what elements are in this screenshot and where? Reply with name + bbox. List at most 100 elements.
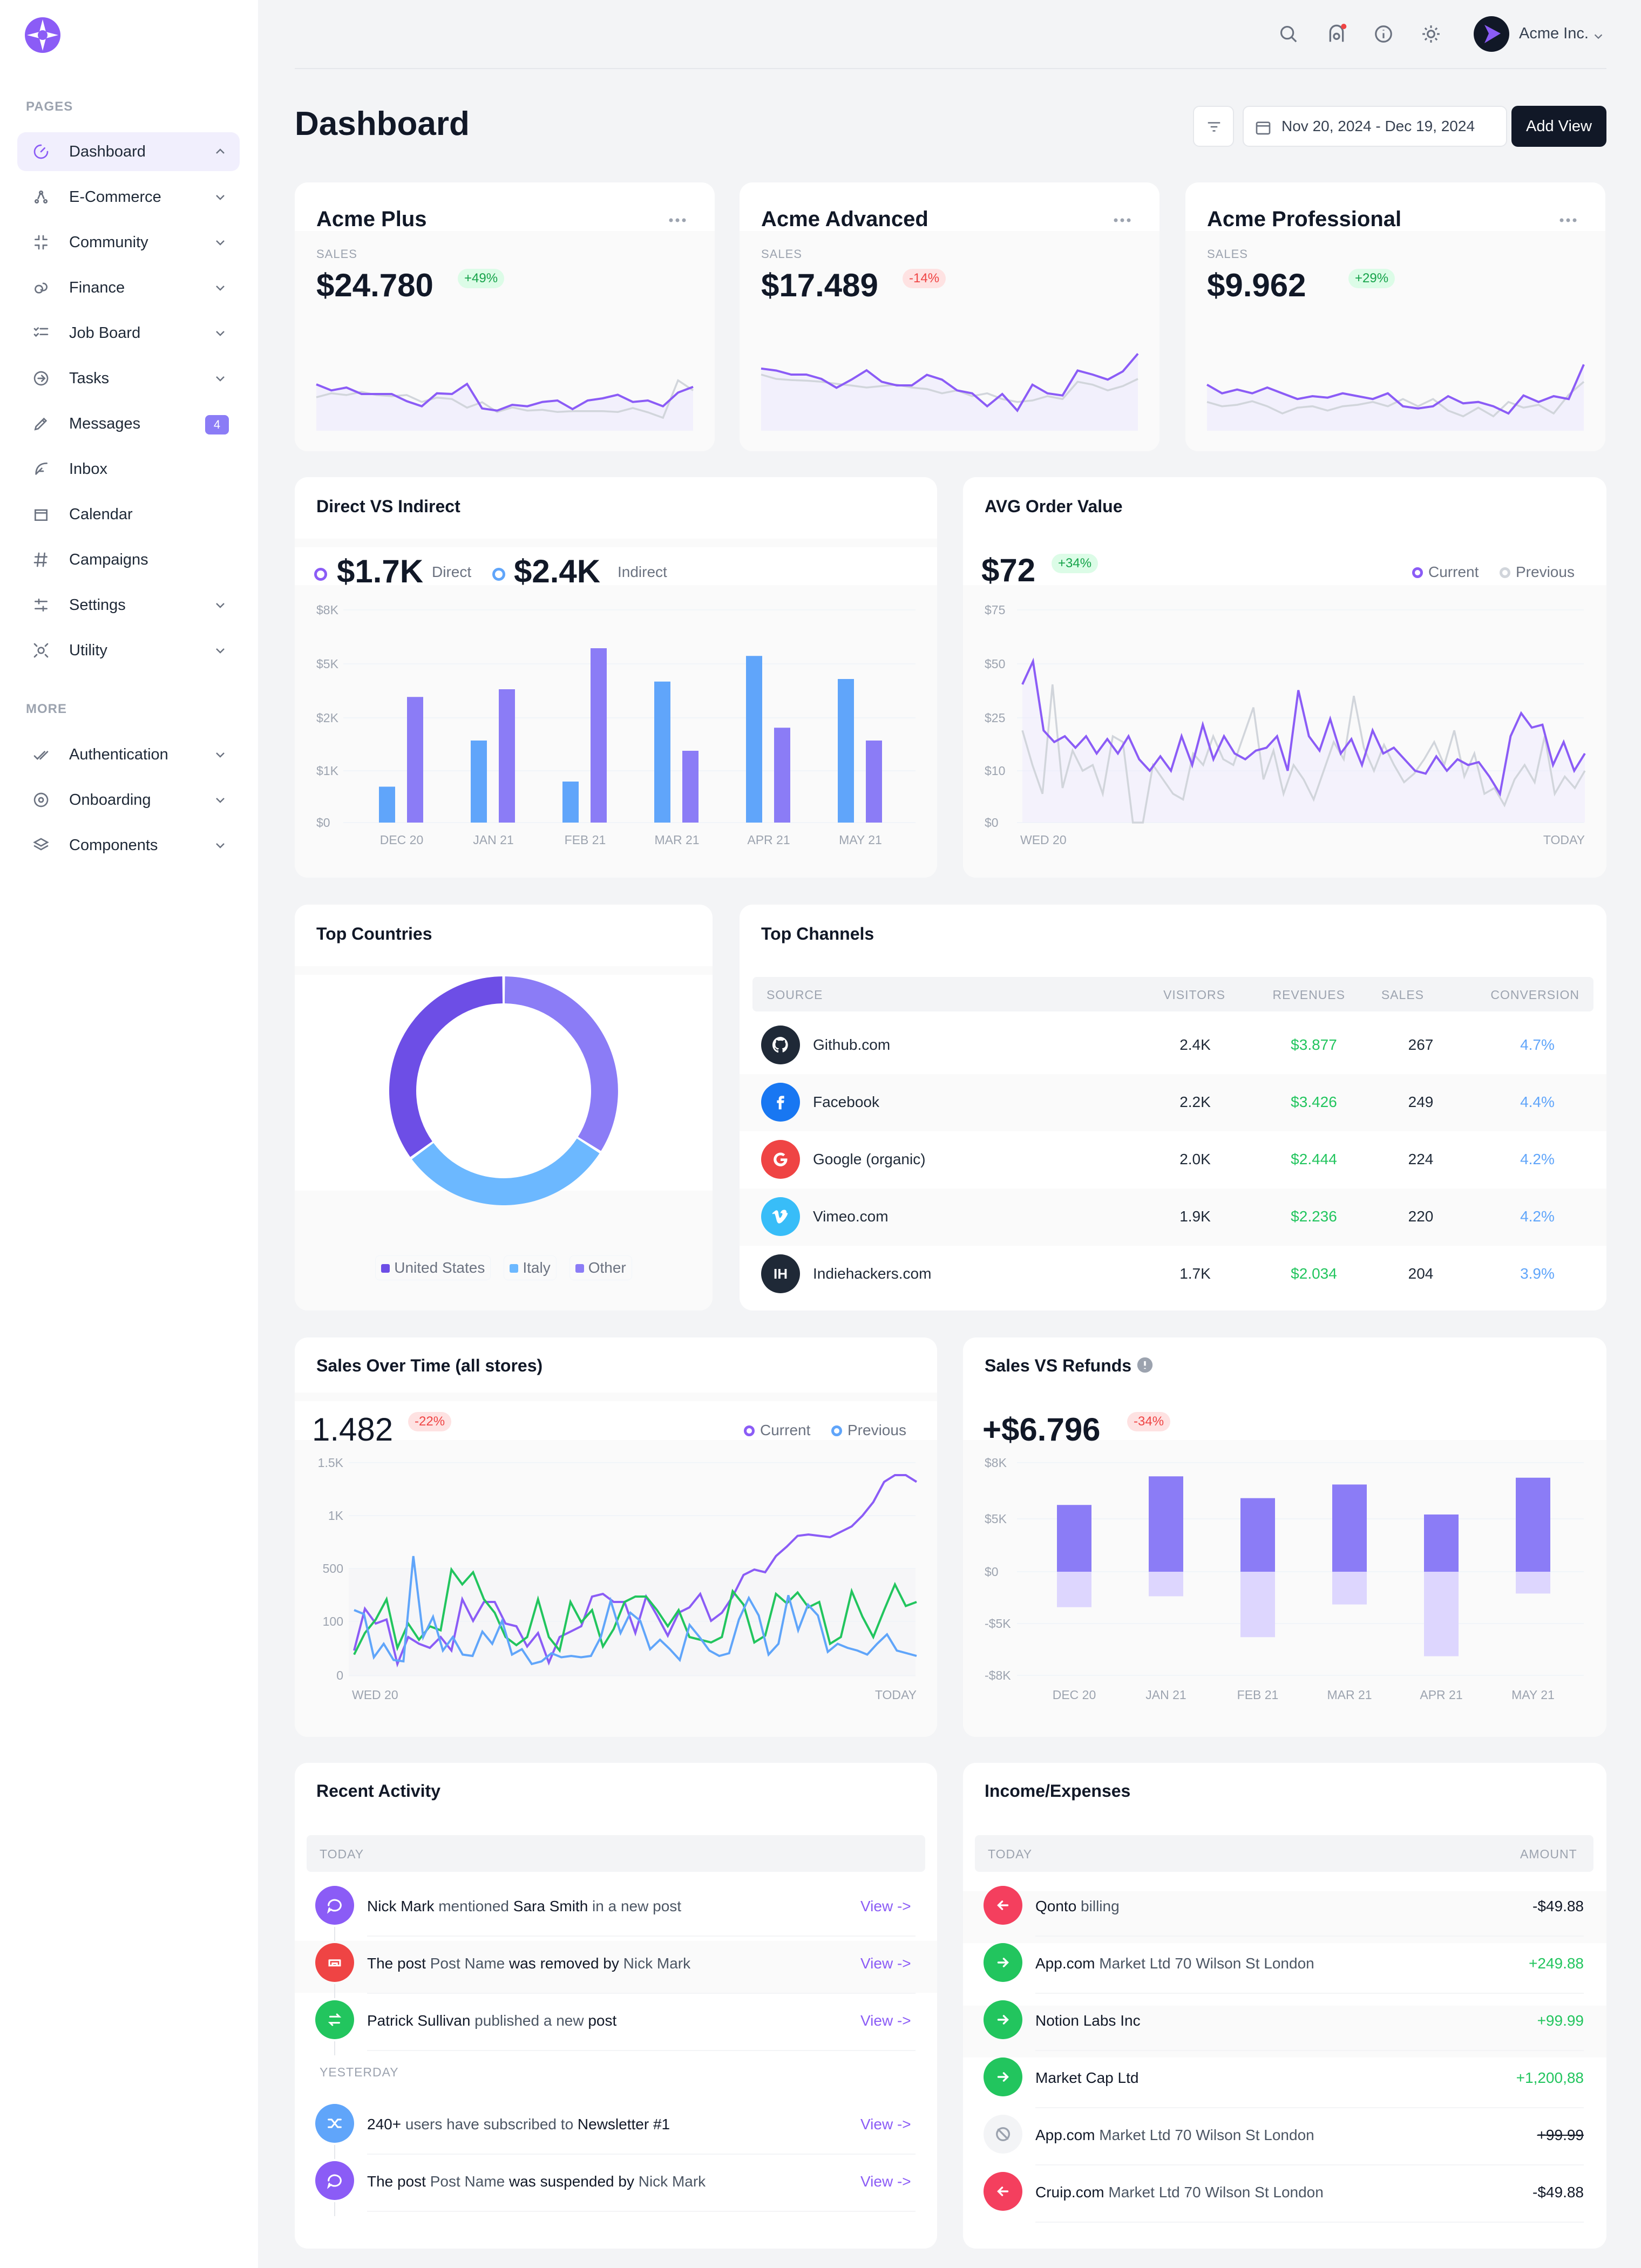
table-row[interactable]: IH Indiehackers.com 1.7K $2.034 204 3.9% [740,1249,1606,1300]
income-name[interactable]: App.com [1035,1955,1095,1972]
more-options-icon[interactable] [1113,217,1131,223]
theme-toggle-icon[interactable] [1421,24,1441,44]
section-label-more: MORE [26,702,67,716]
channel-revenues: $2.444 [1291,1151,1337,1167]
legend-item[interactable]: Other [569,1255,632,1280]
legend-swatch [381,1264,390,1273]
filter-button[interactable] [1193,106,1234,147]
sidebar-item-components[interactable]: Components [17,826,240,865]
activity-text-part[interactable]: Patrick Sullivan [367,2012,471,2029]
column-header-revenues[interactable]: REVENUES [1272,988,1345,1002]
activity-text-part[interactable]: post [588,2012,617,2029]
legend-label: Other [588,1259,626,1276]
date-range-picker[interactable]: Nov 20, 2024 - Dec 19, 2024 [1243,106,1507,147]
sidebar-item-tasks[interactable]: Tasks [17,359,240,398]
pie-slice-united-states [389,976,503,1157]
bar-indirect [654,681,670,823]
add-view-button[interactable]: Add View [1511,106,1606,147]
arrow-left-icon [984,2172,1022,2211]
plan-previous-line [316,379,694,419]
income-name[interactable]: Market Cap Ltd [1035,2069,1139,2086]
column-header-sales[interactable]: SALES [1381,988,1424,1002]
table-row[interactable]: Google (organic) 2.0K $2.444 224 4.2% [740,1135,1606,1185]
sidebar-item-authentication[interactable]: Authentication [17,735,240,774]
sales-over-time-value: 1.482 [312,1411,394,1448]
table-row[interactable]: Vimeo.com 1.9K $2.236 220 4.2% [740,1192,1606,1242]
more-options-icon[interactable] [1559,217,1577,223]
avg-order-change: +34% [1052,554,1098,573]
view-link[interactable]: View -> [860,2173,911,2190]
sidebar: PAGES Dashboard E-Commerce Community Financ… [0,0,258,2268]
activity-text-part[interactable]: The post [367,2173,430,2190]
plan-name: Acme Professional [1207,207,1402,231]
sidebar-item-dashboard[interactable]: Dashboard [17,132,240,171]
sidebar-item-e-commerce[interactable]: E-Commerce [17,178,240,216]
search-icon[interactable] [1278,24,1299,44]
channel-conversion: 4.2% [1520,1151,1555,1167]
acme-logo-icon[interactable] [24,16,62,54]
income-name[interactable]: App.com [1035,2127,1095,2143]
channel-revenues: $3.877 [1291,1036,1337,1053]
avatar[interactable] [1474,16,1509,52]
sidebar-item-messages[interactable]: Messages 4 [17,404,240,443]
more-options-icon[interactable] [668,217,687,223]
sidebar-item-job-board[interactable]: Job Board [17,314,240,352]
sidebar-item-campaigns[interactable]: Campaigns [17,540,240,579]
chat-icon [315,2161,354,2200]
activity-text-part[interactable]: The post [367,1955,430,1972]
view-link[interactable]: View -> [860,1955,911,1972]
column-header-visitors[interactable]: VISITORS [1163,988,1225,1002]
income-description: Qonto billing [1035,1898,1120,1915]
table-row[interactable]: Github.com 2.4K $3.877 267 4.7% [740,1020,1606,1071]
x-tick-label: APR 21 [1420,1688,1462,1702]
sidebar-item-calendar[interactable]: Calendar [17,495,240,534]
activity-text-part[interactable]: was removed by [505,1955,623,1972]
activity-text-part[interactable]: Sara Smith [513,1898,588,1914]
info-icon[interactable] [1136,1356,1154,1374]
income-description: Market Cap Ltd [1035,2069,1138,2087]
swap-icon [315,2000,354,2039]
view-link[interactable]: View -> [860,1898,911,1914]
chevron-down-icon [216,798,225,803]
indirect-legend-marker [492,568,505,581]
income-name[interactable]: Cruip.com [1035,2184,1104,2201]
notifications-icon[interactable] [1326,24,1347,45]
recent-activity-card: Recent Activity TODAY YESTERDAY Nick Mar… [295,1763,937,2249]
arrow-right-icon [984,1943,1022,1982]
income-name[interactable]: Qonto [1035,1898,1077,1914]
coins-icon [35,282,48,294]
income-name[interactable]: Notion Labs Inc [1035,2012,1141,2029]
sidebar-item-utility[interactable]: Utility [17,631,240,670]
sidebar-item-label: Dashboard [69,142,146,160]
account-name[interactable]: Acme Inc. [1519,25,1589,42]
sidebar-item-community[interactable]: Community [17,223,240,262]
legend-item[interactable]: Italy [504,1255,557,1280]
activity-text-part[interactable]: Newsletter #1 [577,2116,670,2133]
plan-card: Acme Advanced SALES $17.489 -14% [740,182,1159,451]
plan-sparkline-chart [1206,364,1585,431]
legend-label: Italy [523,1259,551,1276]
sidebar-item-finance[interactable]: Finance [17,268,240,307]
activity-text-part[interactable]: 240+ [367,2116,402,2133]
activity-text-part[interactable]: was suspended by [505,2173,639,2190]
table-row[interactable]: Facebook 2.2K $3.426 249 4.4% [740,1077,1606,1128]
x-tick-label: APR 21 [747,833,790,847]
top-channels-card: Top Channels SOURCE VISITORS REVENUES SALES… [740,905,1606,1310]
info-icon[interactable] [1373,24,1394,44]
view-link[interactable]: View -> [860,2116,911,2133]
legend-item[interactable]: United States [375,1255,491,1280]
column-header-source[interactable]: SOURCE [767,988,823,1002]
legend-current-marker [1412,567,1423,578]
activity-text-part[interactable]: Nick Mark [367,1898,435,1914]
account-chevron-down-icon[interactable] [1592,30,1604,42]
arrow-left-icon-glyph [997,1900,1009,1910]
y-tick-label: 1K [328,1509,344,1523]
sidebar-item-inbox[interactable]: Inbox [17,450,240,488]
sidebar-item-settings[interactable]: Settings [17,586,240,624]
legend-previous-sot-label: Previous [847,1422,906,1438]
sidebar-item-onboarding[interactable]: Onboarding [17,780,240,819]
plan-current-line [1206,364,1585,415]
view-link[interactable]: View -> [860,2012,911,2029]
column-header-conversion[interactable]: CONVERSION [1490,988,1579,1002]
activity-text-part: Post Name [430,2173,505,2190]
